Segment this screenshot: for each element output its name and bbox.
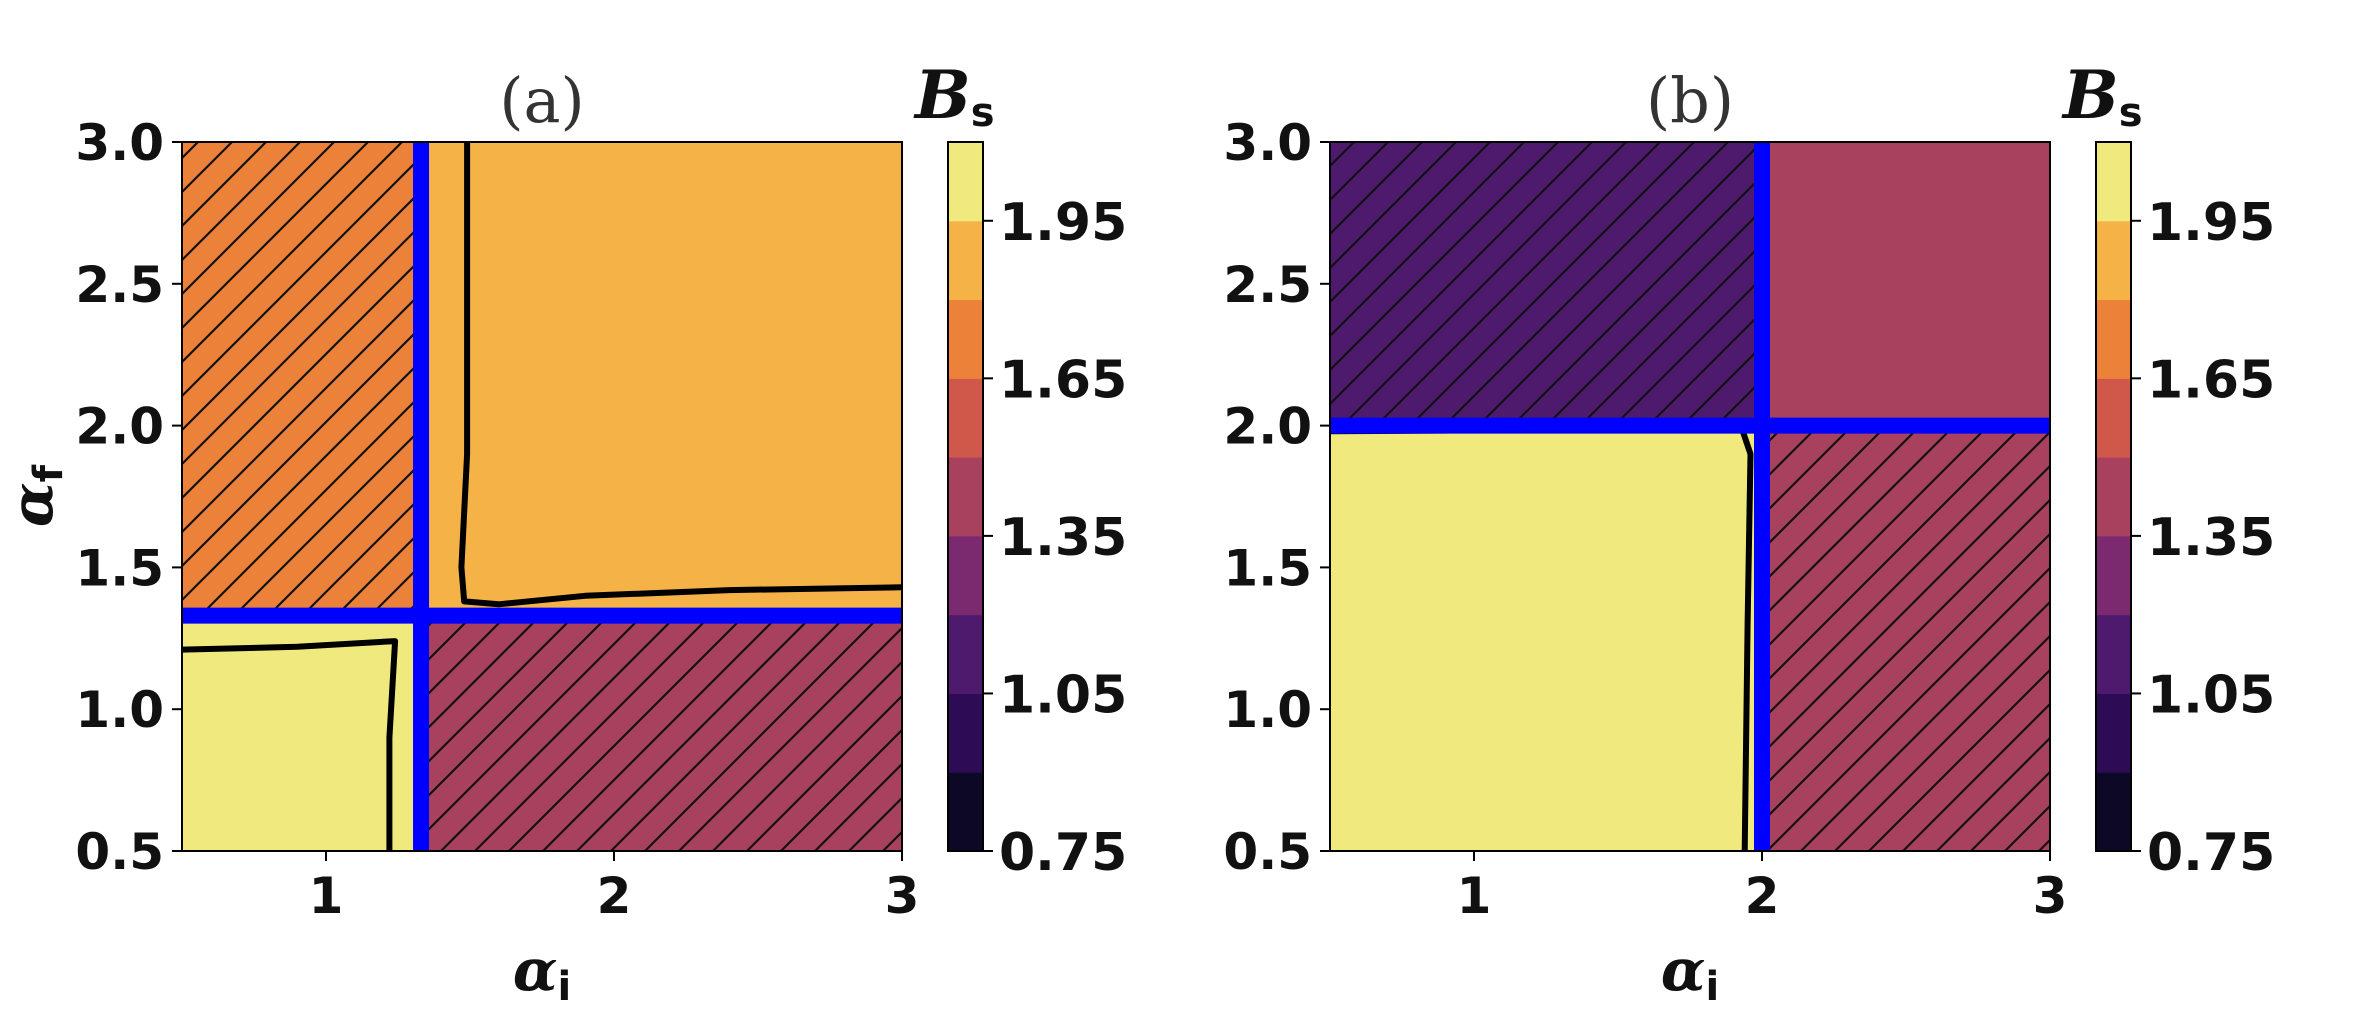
colorbar-segment	[2096, 142, 2131, 222]
region-top-right	[1762, 142, 2050, 426]
panel-b: (b) 1 2 3 0.5 1.0 1.5 2.0 2.5 3.0 αi 0.75 1.05 1.3…	[1223, 56, 2275, 1010]
y-tick-label: 3.0	[1223, 114, 1312, 172]
colorbar-tick-label: 1.65	[2147, 350, 2275, 410]
colorbar-segment	[948, 457, 983, 537]
colorbar-segment	[2096, 457, 2131, 537]
colorbar-tick-label: 1.65	[999, 350, 1127, 410]
x-tick-label: 3	[2033, 867, 2068, 925]
y-tick-label: 2.0	[1223, 398, 1312, 456]
colorbar-segment	[948, 772, 983, 852]
x-tick-label: 1	[309, 867, 344, 925]
hatch-top-left-hatched	[1330, 142, 1762, 426]
contour-line	[458, 142, 902, 608]
y-tick-label: 0.5	[75, 823, 164, 881]
plot-frame	[1329, 141, 2051, 852]
panel-a: (a) 1 2 3 0.5 1.0 1.5 2.0 2.5 3.0 αi αf 0.75 1.05…	[0, 56, 1127, 1010]
hatch-top-left-hatched	[182, 142, 422, 616]
colorbar-segment	[2096, 220, 2131, 301]
colorbar-tick-label: 1.05	[999, 665, 1127, 725]
axis-ticks-b: 1 2 3 0.5 1.0 1.5 2.0 2.5 3.0	[1223, 114, 2067, 925]
contour-line	[182, 638, 399, 851]
colorbar-a: 0.75 1.05 1.35 1.65 1.95	[947, 141, 1127, 883]
colorbar-tick-label: 1.05	[2147, 665, 2275, 725]
y-tick-label: 1.5	[1223, 539, 1312, 597]
colorbar-segment	[948, 299, 983, 379]
heatmap-a	[181, 141, 903, 852]
x-tick-label: 1	[1457, 867, 1492, 925]
y-tick-label: 2.0	[75, 398, 164, 456]
y-tick-label: 0.5	[1223, 823, 1312, 881]
y-tick-label: 2.5	[75, 256, 164, 314]
colorbar-label-a: Bs	[913, 56, 995, 136]
colorbar-segment	[2096, 614, 2131, 694]
colorbar-segment	[2096, 535, 2131, 616]
colorbar-segment	[948, 378, 983, 458]
colorbar-tick-label: 0.75	[2147, 823, 2275, 883]
colorbar-segment	[2096, 693, 2131, 773]
x-axis-label-a: αi	[513, 936, 571, 1010]
panel-a-title: (a)	[499, 64, 584, 137]
hatch-bottom-right-hatched	[1762, 425, 2050, 851]
x-tick-label: 2	[1745, 867, 1780, 925]
colorbar-tick-label: 1.35	[2147, 508, 2275, 568]
svg-text:αf: αf	[0, 464, 72, 527]
colorbar-tick-label: 1.95	[2147, 193, 2275, 253]
heatmap-b	[1329, 141, 2051, 852]
panel-b-title: (b)	[1646, 64, 1734, 137]
colorbar-tick-label: 0.75	[999, 823, 1127, 883]
x-tick-label: 3	[885, 867, 920, 925]
colorbar-segment	[948, 693, 983, 773]
plot-frame	[181, 141, 903, 852]
colorbar-label-b: Bs	[2061, 56, 2143, 136]
colorbar-segment	[948, 614, 983, 694]
colorbar-segment	[948, 535, 983, 616]
y-tick-label: 1.0	[75, 681, 164, 739]
colorbar-tick-label: 1.95	[999, 193, 1127, 253]
x-tick-label: 2	[597, 867, 632, 925]
x-axis-label-b: αi	[1661, 936, 1719, 1010]
y-tick-label: 1.0	[1223, 681, 1312, 739]
y-tick-label: 1.5	[75, 539, 164, 597]
region-bottom-left	[1330, 425, 1762, 851]
colorbar-segment	[948, 220, 983, 301]
colorbar-segment	[2096, 772, 2131, 852]
y-axis-label-a: αf	[0, 464, 72, 527]
colorbar-segment	[2096, 299, 2131, 379]
colorbar-tick-label: 1.35	[999, 508, 1127, 568]
colorbar-segment	[2096, 378, 2131, 458]
colorbar-b: 0.75 1.05 1.35 1.65 1.95	[2095, 141, 2275, 883]
y-tick-label: 2.5	[1223, 256, 1312, 314]
colorbar-frame	[947, 141, 984, 852]
axis-ticks-a: 1 2 3 0.5 1.0 1.5 2.0 2.5 3.0	[75, 114, 919, 925]
region-bottom-left	[182, 615, 422, 851]
colorbar-frame	[2095, 141, 2132, 852]
colorbar-segment	[948, 142, 983, 222]
hatch-bottom-right-hatched	[421, 615, 902, 851]
y-tick-label: 3.0	[75, 114, 164, 172]
region-top-right	[421, 142, 902, 616]
